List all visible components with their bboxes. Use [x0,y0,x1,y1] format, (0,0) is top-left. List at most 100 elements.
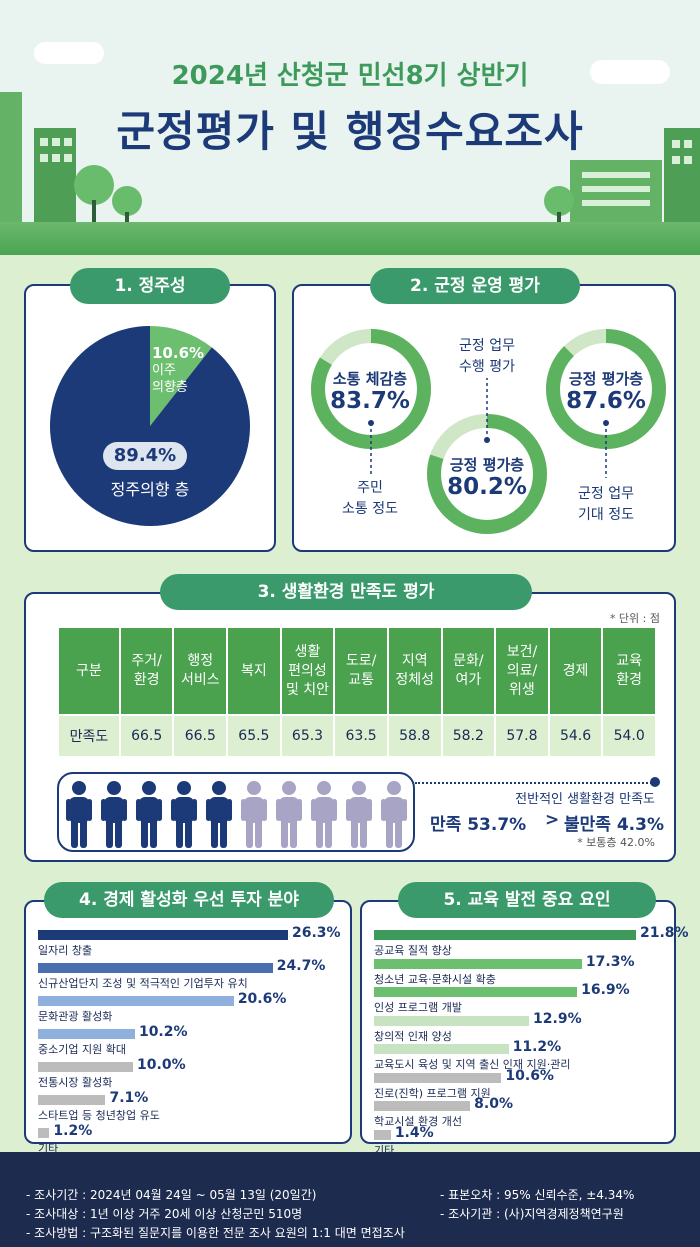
table-cell: 58.8 [388,714,441,756]
bar-category-label: 전통시장 활성화 [38,1076,113,1089]
leader-dot [650,777,660,787]
table-header-cell: 복지 [228,628,280,714]
move-intent-label: 이주 의향층 [152,363,188,395]
table-header-cell: 행정 서비스 [174,628,227,714]
table-header-cell: 도로/ 교통 [335,628,387,714]
people-icons [66,780,411,850]
bar-value-label: 10.0% [137,1057,186,1073]
bar-category-label: 진로(진학) 프로그램 지원 [374,1086,491,1100]
bar-value-label: 11.2% [512,1039,562,1055]
greater-than-sign: > [545,810,560,830]
donut-connector-dot [484,437,490,443]
person-icon-other [346,781,372,848]
page-title: 군정평가 및 행정수요조사 [116,107,584,156]
table-cell: 66.5 [120,714,173,756]
bar-category-label: 청소년 교육·문화시설 확충 [374,972,496,986]
stay-intent-label: 정주의향 층 [110,480,190,499]
bar [38,930,288,940]
section-admin-title: 2. 군정 운영 평가 [370,268,580,304]
survey-period: - 조사기간 : 2024년 04월 24일 ~ 05월 13일 (20일간) [26,1188,317,1202]
donut2-label: 긍정 평가층 [449,456,525,474]
bar-category-label: 공교육 질적 향상 [374,944,452,957]
bar-category-label: 신규산업단지 조성 및 적극적인 기업투자 유치 [38,977,248,990]
bar-value-label: 26.3% [292,925,341,941]
table-cell: 54.0 [603,714,655,756]
bar [374,1072,502,1083]
bar [38,1062,134,1072]
donut2-caption: 군정 업무 수행 평가 [459,338,515,375]
tree-illustration [112,186,142,216]
bar [374,987,578,997]
bar-value-label: 7.1% [109,1090,149,1106]
table-header-cell: 보건/ 의료/ 위생 [496,628,548,714]
person-icon-satisfied [206,781,232,848]
bar-value-label: 24.7% [276,958,326,974]
bar [38,996,234,1006]
bar-value-label: 20.6% [237,991,287,1007]
table-cell: 63.5 [335,714,387,756]
residency-pie-chart [50,326,250,526]
cloud-illustration [34,42,104,64]
bar-value-label: 1.2% [53,1123,93,1139]
bar [374,1044,509,1054]
section-education-title: 5. 교육 발전 중요 요인 [398,882,656,918]
bar-value-label: 10.6% [505,1067,554,1084]
bar-category-label: 문화관광 활성화 [38,1010,113,1023]
tree-illustration [74,165,114,205]
bar-category-label: 중소기업 지원 확대 [38,1043,126,1056]
table-header-cell: 지역 정체성 [388,628,441,714]
person-icon-other [276,781,302,848]
satisfied-pct: 만족 53.7% [430,815,527,835]
table-cell: 54.6 [549,714,602,756]
sampling-error: - 표본오차 : 95% 신뢰수준, ±4.34% [440,1188,635,1202]
person-icon-other [241,781,267,848]
table-header-cell: 생활 편의성 및 치안 [281,628,334,714]
table-header-cell: 주거/ 환경 [120,628,173,714]
bar-value-label: 12.9% [533,1010,582,1027]
person-icon-satisfied [136,781,162,848]
person-icon-satisfied [66,781,92,848]
bar-category-label: 인성 프로그램 개발 [374,1001,462,1014]
person-icon-satisfied [171,781,197,848]
bar-value-label: 10.2% [138,1024,188,1040]
bar-value-label: 8.0% [474,1096,513,1112]
table-header-cell: 교육 환경 [603,628,655,714]
table-header-cell: 경제 [549,628,602,714]
bar-value-label: 16.9% [581,982,630,998]
building-illustration [0,92,22,232]
building-illustration [664,128,700,232]
normal-note: * 보통층 42.0% [577,836,655,849]
bar-category-label: 교육도시 육성 및 지역 출신 인재 지원·관리 [374,1058,571,1071]
bar [374,1129,391,1140]
survey-agency: - 조사기관 : (사)지역경제정책연구원 [440,1207,624,1221]
tree-illustration [544,186,574,216]
survey-info-footer: - 조사기간 : 2024년 04월 24일 ~ 05월 13일 (20일간) … [0,1152,700,1247]
donut3-caption: 군정 업무 기대 정도 [578,486,634,523]
table-cell: 57.8 [496,714,548,756]
stay-intent-pct: 89.4% [103,442,187,470]
bar-value-label: 21.8% [640,925,689,941]
donut1-value: 83.7% [330,388,410,414]
table-cell: 65.3 [281,714,334,756]
table-cell: 58.2 [442,714,495,756]
ground-strip [0,222,700,255]
unit-note: * 단위 : 점 [609,612,660,625]
pie-slice-move-intent [150,326,212,426]
donut-connector-dot [368,420,374,426]
table-cell: 66.5 [174,714,227,756]
page-subtitle: 2024년 산청군 민선8기 상반기 [171,61,529,91]
table-header-cell: 구분 [59,628,119,714]
donut2-value: 80.2% [447,474,527,500]
leader-line [415,782,655,784]
table-header-cell: 문화/ 여가 [442,628,495,714]
bar-category-label: 일자리 창출 [38,944,93,957]
bar-category-label: 기타 [38,1142,59,1155]
donut-connector-dot [603,420,609,426]
bar-category-label: 창의적 인재 양성 [374,1029,452,1043]
donut1-label: 소통 체감층 [332,370,408,388]
bar [38,1095,106,1105]
pie-slice-stay-intent [50,326,250,526]
header-banner: 2024년 산청군 민선8기 상반기 군정평가 및 행정수요조사 [0,0,700,255]
person-icon-other [311,781,337,848]
table-row-label: 만족도 [59,714,119,756]
